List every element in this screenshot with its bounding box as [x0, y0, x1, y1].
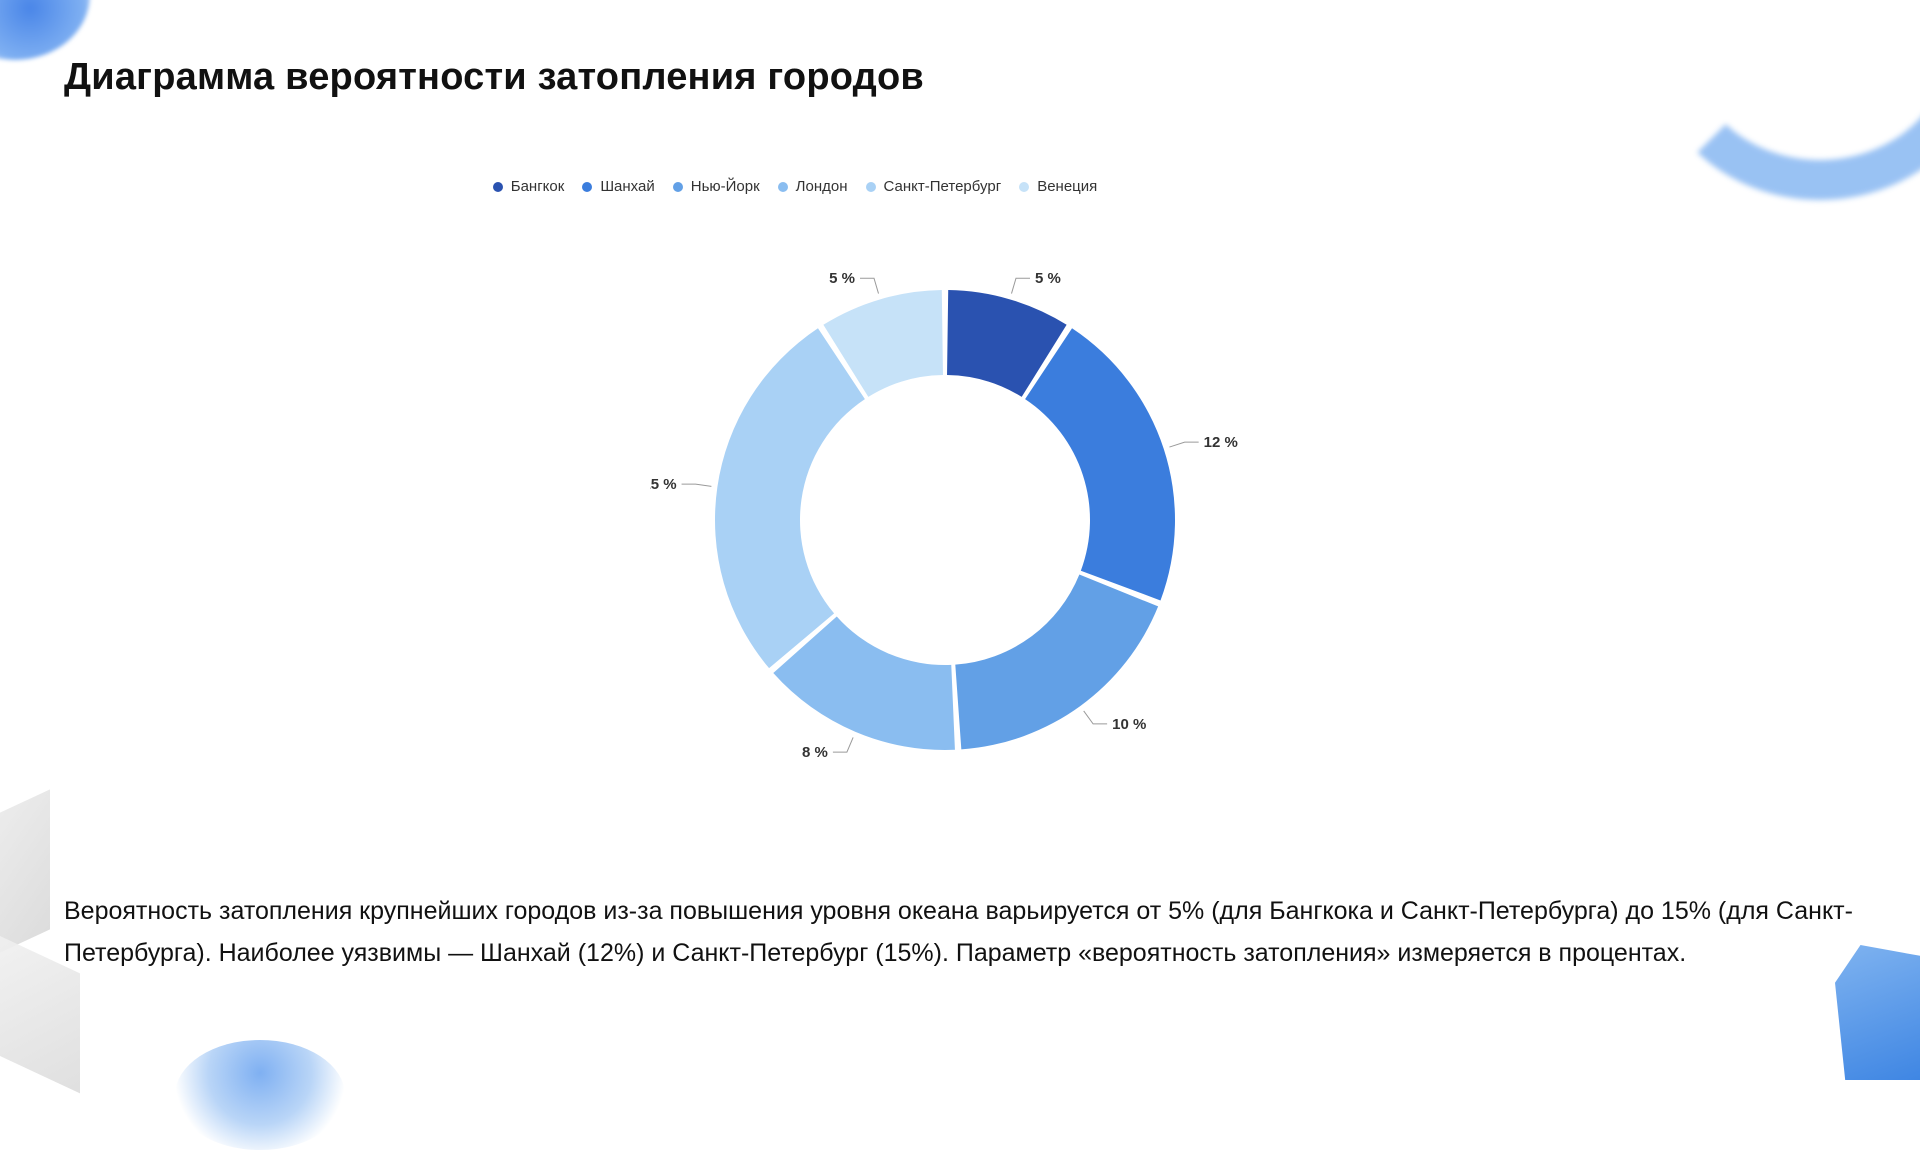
legend-label: Нью-Йорк	[690, 178, 760, 195]
donut-chart: 5 % 12 % 10 % 8 % 15 % 5 %	[650, 250, 1250, 780]
decorative-blob-top-left	[0, 0, 90, 60]
slice-leader-line	[681, 483, 712, 487]
legend-item[interactable]: Нью-Йорк	[672, 178, 760, 195]
slice-leader-line	[1011, 277, 1030, 294]
donut-slice[interactable]	[715, 328, 865, 669]
legend-swatch	[492, 181, 503, 192]
legend-label: Венеция	[1037, 178, 1098, 195]
slice-value-label: 12 %	[1204, 434, 1238, 451]
slice-leader-line	[1083, 710, 1108, 725]
slice-value-label: 15 %	[650, 476, 677, 493]
legend-label: Санкт-Петербург	[883, 178, 1002, 195]
slice-leader-line	[832, 737, 854, 753]
decorative-arc-top-right	[1650, 0, 1920, 200]
donut-slice[interactable]	[773, 616, 955, 750]
legend-item[interactable]: Бангкок	[492, 178, 565, 195]
chart-legend: Бангкок Шанхай Нью-Йорк Лондон Санкт-Петербу…	[0, 178, 1590, 195]
legend-swatch	[672, 181, 683, 192]
slice-leader-line	[1169, 441, 1199, 448]
chart-description: Вероятность затопления крупнейших городо…	[64, 897, 1853, 967]
slice-value-label: 5 %	[1035, 270, 1061, 287]
slice-value-label: 8 %	[802, 744, 828, 761]
legend-swatch	[865, 181, 876, 192]
legend-item[interactable]: Санкт-Петербург	[865, 178, 1002, 195]
donut-slice[interactable]	[823, 290, 943, 397]
legend-swatch	[1019, 181, 1030, 192]
legend-label: Бангкок	[510, 178, 565, 195]
donut-slice[interactable]	[1025, 328, 1175, 601]
legend-label: Шанхай	[600, 178, 655, 195]
slice-value-label: 10 %	[1112, 716, 1146, 733]
legend-item[interactable]: Венеция	[1019, 178, 1097, 195]
donut-slice[interactable]	[955, 574, 1159, 750]
donut-chart-svg: 5 % 12 % 10 % 8 % 15 % 5 %	[650, 270, 1238, 761]
legend-swatch	[777, 181, 788, 192]
decorative-shape-bottom-left	[0, 789, 50, 981]
legend-item[interactable]: Шанхай	[582, 178, 655, 195]
slice-value-label: 5 %	[829, 270, 855, 287]
donut-slice[interactable]	[947, 290, 1067, 397]
legend-label: Лондон	[795, 178, 848, 195]
legend-item[interactable]: Лондон	[777, 178, 848, 195]
decorative-blob-bottom	[175, 1040, 345, 1150]
legend-swatch	[582, 181, 593, 192]
page-title: Диаграмма вероятности затопления городов	[64, 56, 924, 98]
slice-leader-line	[860, 277, 879, 294]
